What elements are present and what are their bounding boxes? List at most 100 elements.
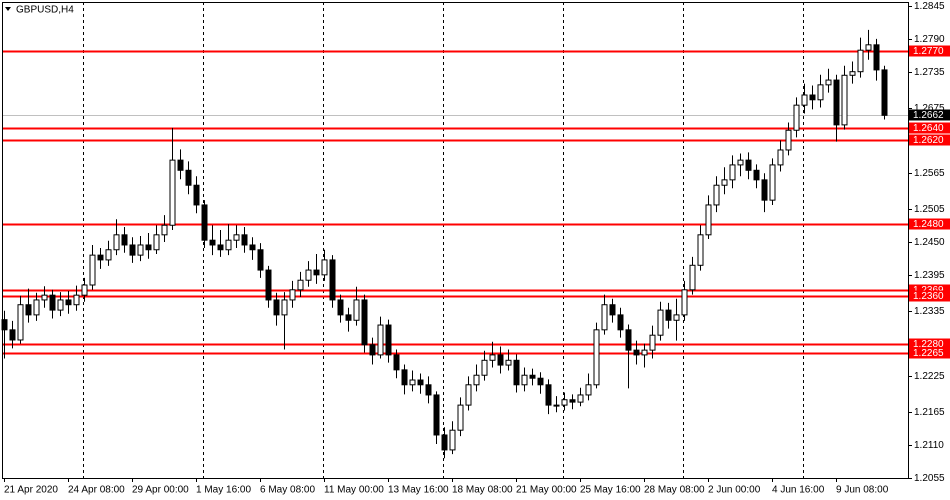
candle-body bbox=[169, 159, 176, 226]
x-tick-label: 21 Apr 2020 bbox=[4, 485, 58, 496]
candle-body bbox=[17, 304, 24, 341]
y-tick-label: 1.2055 bbox=[914, 473, 945, 484]
x-tick-label: 4 Jun 16:00 bbox=[772, 485, 825, 496]
candle-body bbox=[577, 394, 584, 403]
x-tick-label: 6 May 08:00 bbox=[260, 485, 315, 496]
x-tick-label: 9 Jun 08:00 bbox=[836, 485, 889, 496]
candle-body bbox=[641, 349, 648, 356]
axis-layer: 1.2845 1.2790 1.2735 1.2675 1.2620 1.2565 1.25… bbox=[4, 1, 950, 496]
candle-body bbox=[697, 234, 704, 266]
candle-body bbox=[761, 179, 768, 201]
candle-body bbox=[233, 234, 240, 241]
x-tick-label: 2 Jun 00:00 bbox=[708, 485, 761, 496]
candle-body bbox=[73, 294, 80, 306]
candle-body bbox=[121, 234, 128, 246]
candle-body bbox=[313, 269, 320, 276]
candle-body bbox=[769, 164, 776, 201]
candle-body bbox=[833, 79, 840, 126]
candle-body bbox=[57, 299, 64, 311]
x-tick-label: 1 May 16:00 bbox=[196, 485, 251, 496]
vertical-grid bbox=[83, 2, 804, 478]
y-tick-label: 1.2790 bbox=[914, 34, 945, 45]
x-tick-label: 21 May 00:00 bbox=[516, 485, 577, 496]
candle-body bbox=[873, 44, 880, 71]
symbol-menu-arrow[interactable] bbox=[5, 7, 11, 11]
candle-body bbox=[137, 244, 144, 256]
y-tick-label: 1.2395 bbox=[914, 270, 945, 281]
candle-body bbox=[65, 299, 72, 306]
candle-body bbox=[329, 259, 336, 301]
candle-body bbox=[881, 69, 888, 116]
y-tick-label: 1.2110 bbox=[914, 440, 944, 451]
candle-body bbox=[625, 329, 632, 351]
candle-body bbox=[273, 299, 280, 316]
x-tick-label: 11 May 00:00 bbox=[324, 485, 384, 496]
current-price-box bbox=[909, 109, 950, 121]
candle-body bbox=[753, 169, 760, 181]
candle-body bbox=[401, 369, 408, 386]
candle-body bbox=[433, 394, 440, 436]
plot-frame bbox=[2, 2, 909, 479]
level-price-box bbox=[909, 347, 950, 359]
x-tick-label: 25 May 16:00 bbox=[580, 485, 641, 496]
candle-body bbox=[553, 404, 560, 407]
candle-body bbox=[209, 239, 216, 246]
candle-body bbox=[345, 314, 352, 321]
x-tick-label: 18 May 08:00 bbox=[452, 485, 513, 496]
candle-body bbox=[521, 374, 528, 386]
candle-body bbox=[793, 104, 800, 131]
level-price-box bbox=[909, 338, 950, 350]
candle-body bbox=[177, 159, 184, 171]
candle-body bbox=[201, 204, 208, 241]
candle-body bbox=[385, 324, 392, 356]
candle-body bbox=[361, 299, 368, 346]
candle-body bbox=[49, 294, 56, 311]
y-tick-label: 1.2450 bbox=[914, 237, 945, 248]
level-price-label: 1.2640 bbox=[913, 123, 944, 134]
y-tick-label: 1.2845 bbox=[914, 1, 945, 12]
candle-body bbox=[161, 224, 168, 236]
y-tick-label: 1.2335 bbox=[914, 306, 945, 317]
candle-body bbox=[513, 359, 520, 386]
level-price-label: 1.2280 bbox=[913, 339, 944, 350]
plot-layer bbox=[1, 29, 908, 459]
candle-body bbox=[649, 334, 656, 351]
candle-body bbox=[353, 299, 360, 321]
candle-body bbox=[33, 299, 40, 316]
candle-body bbox=[89, 254, 96, 286]
candle-body bbox=[393, 354, 400, 371]
current-price-label: 1.2662 bbox=[913, 110, 944, 121]
candle-body bbox=[425, 384, 432, 396]
candle-body bbox=[617, 314, 624, 331]
candle-body bbox=[585, 384, 592, 396]
candle-body bbox=[609, 304, 616, 316]
level-price-box bbox=[909, 284, 950, 296]
candle-body bbox=[265, 269, 272, 301]
candle-body bbox=[225, 239, 232, 251]
candle-body bbox=[721, 179, 728, 186]
candle-body bbox=[249, 244, 256, 251]
y-tick-label: 1.2565 bbox=[914, 168, 945, 179]
candle-body bbox=[497, 354, 504, 366]
candle-body bbox=[321, 259, 328, 276]
candle-body bbox=[841, 74, 848, 126]
candle-body bbox=[289, 289, 296, 301]
level-price-label: 1.2265 bbox=[913, 348, 944, 359]
level-price-box bbox=[909, 290, 950, 302]
candle-body bbox=[601, 304, 608, 331]
candle-body bbox=[105, 249, 112, 261]
candle-body bbox=[657, 309, 664, 336]
candle-body bbox=[849, 71, 856, 76]
candle-body bbox=[689, 264, 696, 291]
candle-body bbox=[713, 184, 720, 206]
candle-body bbox=[25, 304, 32, 316]
level-price-label: 1.2770 bbox=[913, 46, 944, 57]
candle-body bbox=[377, 324, 384, 356]
candle-body bbox=[785, 129, 792, 151]
candle-body bbox=[457, 404, 464, 431]
y-tick-label: 1.2165 bbox=[914, 407, 945, 418]
candle-body bbox=[489, 354, 496, 361]
level-price-box bbox=[909, 45, 950, 57]
